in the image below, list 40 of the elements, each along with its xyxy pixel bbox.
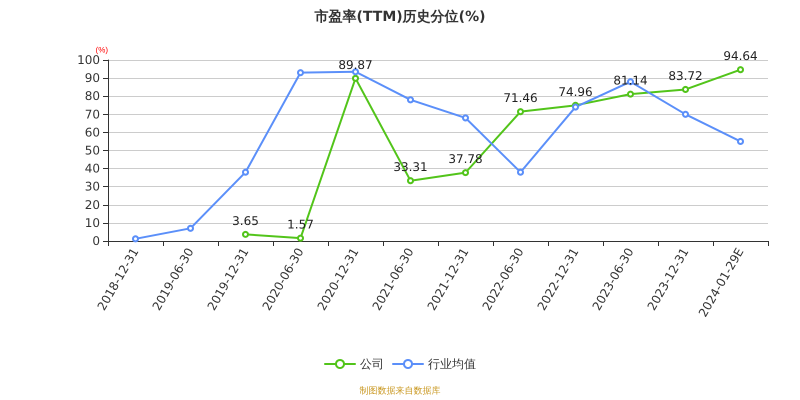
- legend-label: 行业均值: [428, 357, 476, 371]
- point: [407, 177, 414, 184]
- chart-title: 市盈率(TTM)历史分位(%): [314, 8, 486, 25]
- point: [682, 86, 689, 93]
- point: [407, 96, 414, 104]
- point: [242, 168, 249, 176]
- point: [517, 168, 524, 176]
- legend-label: 公司: [360, 357, 384, 371]
- data-label: 71.46: [503, 91, 538, 106]
- y-tick-label: 90: [84, 71, 100, 86]
- y-tick-label: 30: [84, 180, 100, 194]
- y-tick-label: 70: [84, 107, 100, 122]
- data-label: 74.96: [558, 84, 593, 99]
- point: [682, 110, 689, 118]
- y-tick-label: 40: [84, 162, 100, 176]
- y-tick-label: 20: [84, 198, 100, 212]
- point: [242, 230, 249, 238]
- data-label: 83.72: [668, 68, 703, 83]
- point: [517, 108, 524, 116]
- data-label: 94.64: [723, 49, 758, 64]
- point: [132, 235, 139, 242]
- point: [187, 224, 194, 232]
- y-tick-label: 60: [84, 125, 100, 140]
- y-tick-label: 0: [92, 234, 100, 248]
- y-tick-label: 100: [77, 53, 100, 67]
- y-axis-title: (%): [96, 46, 108, 55]
- point: [462, 114, 469, 122]
- point: [737, 66, 744, 74]
- point: [462, 169, 469, 176]
- point: [627, 90, 634, 98]
- point: [297, 69, 304, 76]
- y-tick-label: 10: [84, 216, 100, 230]
- y-tick-label: 80: [84, 89, 100, 104]
- y-tick-label: 50: [84, 144, 100, 158]
- text: 制图数据来自数据库: [360, 386, 440, 396]
- data-label: 89.87: [338, 58, 373, 72]
- point: [737, 138, 744, 145]
- point: [297, 234, 304, 242]
- point: [352, 74, 359, 82]
- data-label: 3.65: [232, 214, 259, 228]
